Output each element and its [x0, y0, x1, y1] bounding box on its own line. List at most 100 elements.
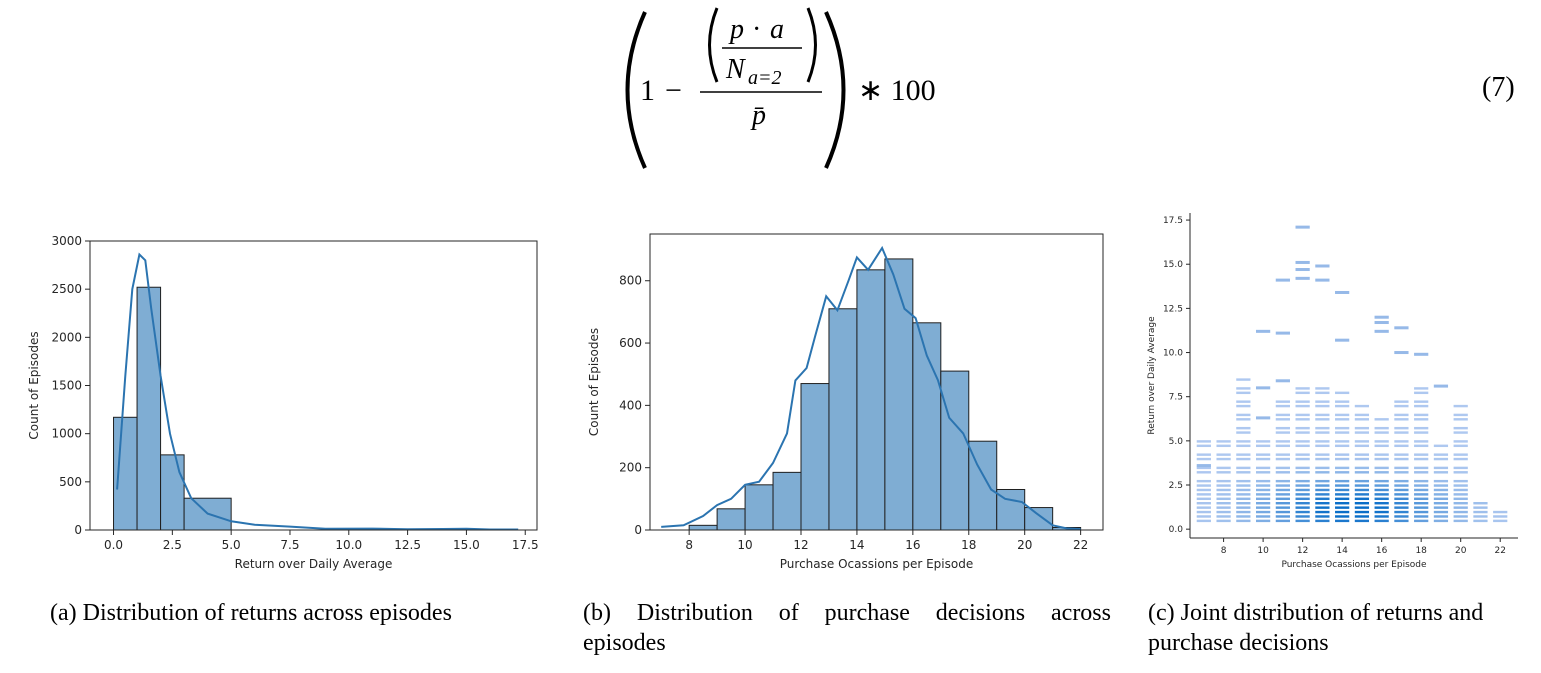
- chart-c-ytick-label-0: 0.0: [1169, 525, 1184, 535]
- equation-graphic: 1 − p⃗ · a⃗ N a=2 p̄ ∗ 100: [625, 7, 936, 169]
- chart-c-sparse-7-1: [1335, 290, 1350, 294]
- chart-c-cell-11-640: [1414, 413, 1429, 417]
- chart-c-cell-7-340: [1335, 466, 1350, 470]
- chart-c-xlabel: Purchase Ocassions per Episode: [1281, 560, 1427, 570]
- chart-a-ytick-label-1: 500: [59, 475, 82, 489]
- chart-c-cell-8-190: [1354, 493, 1370, 496]
- chart-c-cell-12-465: [1433, 444, 1449, 448]
- eq-n-sub: a=2: [748, 67, 782, 89]
- chart-c-cell-13-265: [1453, 479, 1468, 483]
- chart-c-cell-14-90: [1473, 510, 1488, 514]
- figure-c: 8 10 12 14 16 18 20 22 0.0 2.5 5.0 7.5 10.0 12.5 15.0 1…: [1140, 205, 1530, 580]
- chart-c-sparse-10-1: [1394, 326, 1409, 330]
- chart-c-cell-11-65: [1414, 515, 1429, 518]
- chart-c-cell-13-90: [1453, 510, 1468, 514]
- chart-c-cell-0-415: [1196, 453, 1211, 456]
- chart-c-cell-2-390: [1236, 457, 1251, 461]
- chart-c-cell-11-615: [1414, 418, 1429, 421]
- chart-c-cell-9-90: [1374, 510, 1389, 514]
- chart-c-cell-2-65: [1236, 515, 1251, 518]
- chart-b-bar-3: [772, 471, 802, 531]
- chart-c-cell-5-140: [1295, 502, 1310, 505]
- chart-c-cell-5-115: [1295, 506, 1310, 509]
- chart-c-cell-7-215: [1335, 488, 1350, 492]
- chart-c-cell-12-65: [1433, 515, 1449, 518]
- chart-c-cell-14-65: [1473, 515, 1488, 518]
- chart-c-cell-7-565: [1335, 426, 1350, 430]
- chart-b-xtick-label-4: 16: [905, 538, 920, 552]
- chart-c-sparse-5-3: [1295, 225, 1310, 229]
- chart-c-cell-9-315: [1374, 471, 1389, 474]
- chart-b-ytick-label-1: 200: [619, 461, 642, 475]
- chart-a-ytick-label-2: 1000: [51, 427, 82, 441]
- chart-c-cell-7-90: [1335, 510, 1350, 514]
- chart-c-sparse-6-1: [1315, 264, 1330, 268]
- chart-c-cell-2-540: [1236, 431, 1251, 434]
- chart-a-ylabel: Count of Episodes: [27, 331, 41, 439]
- chart-c-cell-9-240: [1374, 484, 1389, 487]
- chart-b-bar-2: [744, 484, 774, 531]
- chart-c-cell-6-315: [1315, 471, 1330, 474]
- chart-c-cell-13-540: [1453, 431, 1468, 434]
- chart-c-cell-8-315: [1354, 471, 1370, 474]
- chart-a-xtick-label-6: 15.0: [453, 538, 480, 552]
- chart-c-cell-2-215: [1236, 488, 1251, 492]
- chart-c-cell-7-615: [1335, 418, 1350, 421]
- chart-c-ytick-label-3: 7.5: [1169, 393, 1183, 403]
- chart-c-cell-13-340: [1453, 466, 1468, 470]
- chart-c-cell-3-140: [1255, 502, 1271, 505]
- chart-c-cell-9-190: [1374, 493, 1389, 496]
- chart-c-cell-14-40: [1473, 519, 1488, 523]
- chart-c-cell-3-115: [1255, 506, 1271, 509]
- chart-c-cell-2-140: [1236, 502, 1251, 505]
- chart-c-sparse-3-0: [1255, 416, 1271, 420]
- chart-c-sparse-9-1: [1374, 321, 1389, 325]
- chart-c-cell-13-315: [1453, 471, 1468, 474]
- chart-c-cell-10-690: [1394, 404, 1409, 408]
- chart-c-cell-12-390: [1433, 457, 1449, 461]
- chart-b-xtick-label-1: 10: [737, 538, 752, 552]
- chart-a-bar-1: [136, 286, 162, 531]
- chart-a-ytick-label-4: 2000: [51, 330, 82, 344]
- chart-c-cell-2-465: [1236, 444, 1251, 448]
- chart-c-cell-7-40: [1335, 519, 1350, 523]
- chart-c-cell-4-40: [1275, 519, 1290, 523]
- chart-c-cell-1-90: [1216, 510, 1231, 514]
- chart-c-cell-9-565: [1374, 426, 1389, 430]
- chart-c-cell-13-115: [1453, 506, 1468, 509]
- chart-c-sparse-4-0: [1275, 379, 1290, 383]
- chart-c-cell-5-465: [1295, 444, 1310, 448]
- chart-c-cell-10-565: [1394, 426, 1409, 430]
- chart-b-xtick-label-7: 22: [1073, 538, 1088, 552]
- chart-c-cell-13-415: [1453, 453, 1468, 456]
- chart-c-sparse-4-1: [1275, 331, 1290, 335]
- chart-a-ytick-label-6: 3000: [51, 234, 82, 248]
- chart-c-cell-3-315: [1255, 471, 1271, 474]
- chart-c-cell-2-690: [1236, 404, 1251, 408]
- chart-c-cell-2-90: [1236, 510, 1251, 514]
- chart-c-cell-1-65: [1216, 515, 1231, 518]
- chart-c-cell-11-490: [1414, 440, 1429, 443]
- chart-b-xtick-label-5: 18: [961, 538, 976, 552]
- chart-c-cell-7-465: [1335, 444, 1350, 448]
- chart-c-cell-8-640: [1354, 413, 1370, 417]
- chart-c-cell-11-240: [1414, 484, 1429, 487]
- chart-c-cell-3-390: [1255, 457, 1271, 461]
- chart-a-xtick-label-4: 10.0: [335, 538, 362, 552]
- chart-c-cell-7-315: [1335, 471, 1350, 474]
- chart-c-sparse-7-0: [1335, 338, 1350, 342]
- chart-c-cell-10-490: [1394, 440, 1409, 443]
- chart-c-cell-10-215: [1394, 488, 1409, 492]
- chart-c-cell-0-390: [1196, 457, 1211, 461]
- chart-c-cell-14-115: [1473, 506, 1488, 509]
- chart-c-cell-5-215: [1295, 488, 1310, 492]
- chart-c-cell-9-490: [1374, 440, 1389, 443]
- chart-c-cell-11-140: [1414, 502, 1429, 505]
- chart-c-cell-0-190: [1196, 493, 1211, 496]
- chart-c-cell-5-765: [1295, 391, 1310, 395]
- caption-b: (b) Distribution of purchase decisions a…: [583, 598, 1111, 658]
- chart-c-xtick-label-1: 10: [1257, 546, 1269, 556]
- chart-c-cell-13-165: [1453, 497, 1468, 501]
- chart-c-cell-10-140: [1394, 502, 1409, 505]
- chart-c-cell-8-465: [1354, 444, 1370, 448]
